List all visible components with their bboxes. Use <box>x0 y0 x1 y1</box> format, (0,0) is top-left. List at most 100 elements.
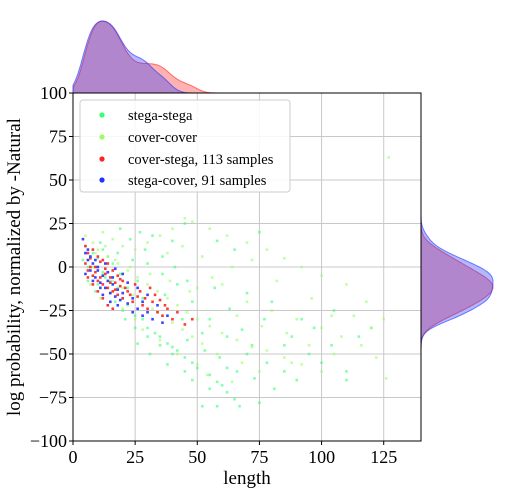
data-point-2 <box>121 279 125 283</box>
data-point-1 <box>235 314 239 318</box>
data-point-2 <box>121 297 125 300</box>
data-point-0 <box>166 363 169 366</box>
data-point-2 <box>128 293 132 297</box>
data-point-3 <box>131 297 134 300</box>
data-point-2 <box>101 297 105 300</box>
legend-marker-cover-cover <box>99 134 105 140</box>
data-point-1 <box>387 156 390 159</box>
data-point-2 <box>116 293 120 297</box>
data-point-3 <box>104 286 107 290</box>
data-point-0 <box>101 248 105 251</box>
data-point-3 <box>108 300 112 304</box>
data-point-0 <box>116 286 120 290</box>
data-point-1 <box>230 265 234 269</box>
data-point-2 <box>183 323 187 326</box>
data-point-1 <box>215 352 219 356</box>
data-point-3 <box>161 321 164 324</box>
data-point-0 <box>113 300 117 304</box>
data-point-2 <box>138 290 142 293</box>
data-point-0 <box>171 345 174 349</box>
data-point-1 <box>176 303 179 307</box>
data-point-1 <box>183 216 187 220</box>
data-point-3 <box>108 291 112 295</box>
data-point-0 <box>171 239 174 243</box>
top-density-stega-cover <box>72 20 421 94</box>
data-point-3 <box>126 302 129 305</box>
data-point-3 <box>106 279 110 283</box>
data-point-0 <box>81 258 85 262</box>
data-point-1 <box>195 317 199 321</box>
data-point-1 <box>181 328 184 331</box>
data-point-3 <box>99 286 102 290</box>
data-point-0 <box>96 283 100 286</box>
data-point-1 <box>307 344 311 347</box>
data-point-1 <box>265 248 269 251</box>
data-point-0 <box>133 326 137 330</box>
legend-marker-cover-stega <box>99 156 105 162</box>
data-point-0 <box>220 384 224 387</box>
data-point-1 <box>158 338 162 342</box>
data-point-1 <box>282 257 286 260</box>
data-point-2 <box>148 286 152 290</box>
data-point-0 <box>146 335 149 338</box>
data-point-0 <box>215 404 219 408</box>
legend-label-stega-cover: stega-cover, 91 samples <box>128 173 267 189</box>
data-point-1 <box>310 297 313 300</box>
data-point-3 <box>104 262 107 265</box>
data-point-2 <box>136 295 139 298</box>
data-point-1 <box>141 328 144 331</box>
data-point-1 <box>384 377 388 380</box>
data-point-1 <box>200 255 204 258</box>
data-point-3 <box>91 279 95 283</box>
data-point-1 <box>106 255 110 258</box>
x-tick-label: 75 <box>250 447 268 467</box>
data-point-3 <box>136 307 139 311</box>
data-point-1 <box>265 349 269 352</box>
data-point-0 <box>108 279 112 283</box>
data-point-0 <box>104 276 107 279</box>
data-point-0 <box>181 317 184 321</box>
data-point-1 <box>99 297 102 300</box>
data-point-3 <box>116 303 120 307</box>
data-point-0 <box>96 257 100 260</box>
data-point-2 <box>146 307 149 311</box>
data-point-0 <box>123 317 127 321</box>
data-point-3 <box>118 298 122 302</box>
data-point-2 <box>84 244 87 248</box>
data-point-0 <box>86 279 90 283</box>
y-tick-label: 50 <box>49 170 67 190</box>
data-point-1 <box>146 283 149 286</box>
data-point-0 <box>94 290 97 293</box>
data-point-0 <box>225 335 229 338</box>
data-point-1 <box>91 241 95 244</box>
data-point-0 <box>146 262 149 265</box>
data-point-3 <box>101 293 105 297</box>
data-point-0 <box>218 356 221 359</box>
data-point-2 <box>89 257 92 260</box>
data-point-0 <box>265 361 269 364</box>
data-point-1 <box>111 279 115 283</box>
data-point-1 <box>158 234 162 237</box>
data-point-1 <box>220 283 224 286</box>
data-point-3 <box>89 255 92 258</box>
data-point-2 <box>116 274 120 277</box>
data-point-0 <box>101 270 105 274</box>
data-point-1 <box>320 370 323 373</box>
legend-box <box>79 99 291 193</box>
data-point-0 <box>118 227 122 231</box>
data-point-2 <box>163 303 167 307</box>
data-point-0 <box>208 387 212 391</box>
x-tick-label: 0 <box>69 447 78 467</box>
data-point-0 <box>258 401 261 405</box>
legend: stega-stega cover-cover cover-stega, 113… <box>79 99 291 193</box>
x-axis-label: length <box>223 468 271 489</box>
data-point-1 <box>240 361 244 364</box>
data-point-1 <box>220 331 224 335</box>
data-point-0 <box>146 326 149 330</box>
data-point-3 <box>146 310 149 314</box>
data-point-2 <box>94 270 97 274</box>
data-point-1 <box>205 373 209 377</box>
data-point-1 <box>94 251 97 255</box>
data-point-1 <box>285 331 289 335</box>
data-point-1 <box>168 279 172 283</box>
